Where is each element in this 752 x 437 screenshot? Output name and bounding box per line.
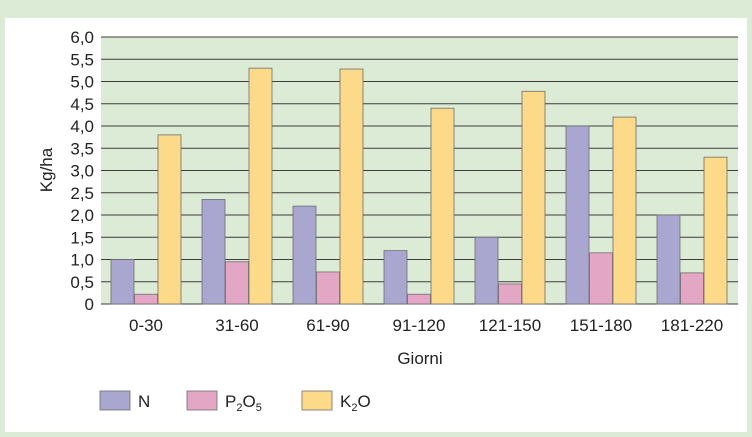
- bar-p2o5-181-220: [680, 272, 704, 305]
- bar-k2o-61-90: [339, 68, 364, 305]
- legend-swatch-k2o: [301, 390, 333, 411]
- y-tick-label: 3,5: [70, 139, 94, 158]
- x-tick-label: 91-120: [393, 316, 446, 335]
- bar-k2o-121-150: [521, 90, 546, 305]
- bar-n-0-30: [110, 259, 135, 305]
- legend: N P2O5 K2O: [99, 390, 371, 414]
- y-tick-label: 4,0: [70, 117, 94, 136]
- x-axis-ticks: 0-30 31-60 61-90 91-120 121-150 151-180 181-22…: [129, 316, 723, 335]
- legend-label-n: N: [138, 392, 150, 411]
- bar-p2o5-151-180: [589, 252, 613, 305]
- legend-swatch-p2o5: [186, 390, 218, 411]
- y-tick-label: 0,5: [70, 273, 94, 292]
- y-tick-label: 4,5: [70, 95, 94, 114]
- bar-n-121-150: [474, 236, 499, 305]
- legend-label-p2o5: P2O5: [225, 392, 262, 414]
- bar-n-151-180: [565, 125, 590, 305]
- y-tick-label: 3,0: [70, 162, 94, 181]
- x-tick-label: 31-60: [215, 316, 258, 335]
- x-tick-label: 181-220: [661, 316, 723, 335]
- y-tick-label: 5,0: [70, 73, 94, 92]
- y-axis-ticks: 0 0,5 1,0 1,5 2,0 2,5 3,0 3,5 4,0 4,5 5,0 5,5 6,0: [70, 28, 94, 314]
- y-tick-label: 1,0: [70, 251, 94, 270]
- bar-k2o-181-220: [703, 156, 728, 305]
- bar-p2o5-121-150: [498, 283, 522, 305]
- x-tick-label: 0-30: [129, 316, 163, 335]
- y-tick-label: 1,5: [70, 228, 94, 247]
- x-tick-label: 151-180: [570, 316, 632, 335]
- bar-p2o5-0-30: [134, 293, 158, 305]
- x-tick-label: 121-150: [479, 316, 541, 335]
- x-tick-label: 61-90: [306, 316, 349, 335]
- y-tick-label: 2,0: [70, 206, 94, 225]
- y-axis-label: Kg/ha: [37, 147, 56, 192]
- bar-p2o5-61-90: [316, 271, 340, 305]
- x-axis-label: Giorni: [397, 349, 442, 368]
- bar-n-181-220: [656, 214, 681, 305]
- bar-k2o-0-30: [157, 134, 182, 305]
- bar-k2o-31-60: [248, 67, 273, 305]
- bar-k2o-91-120: [430, 107, 455, 305]
- legend-swatch-n: [99, 390, 131, 411]
- y-tick-label: 5,5: [70, 50, 94, 69]
- bar-n-61-90: [292, 205, 317, 305]
- y-tick-label: 2,5: [70, 184, 94, 203]
- bar-k2o-151-180: [612, 116, 637, 305]
- bars: [110, 67, 728, 305]
- bar-p2o5-31-60: [225, 261, 249, 305]
- legend-label-k2o: K2O: [340, 392, 371, 414]
- bar-n-31-60: [201, 199, 226, 305]
- bar-n-91-120: [383, 250, 408, 305]
- bar-p2o5-91-120: [407, 293, 431, 305]
- y-tick-label: 6,0: [70, 28, 94, 47]
- y-tick-label: 0: [85, 295, 94, 314]
